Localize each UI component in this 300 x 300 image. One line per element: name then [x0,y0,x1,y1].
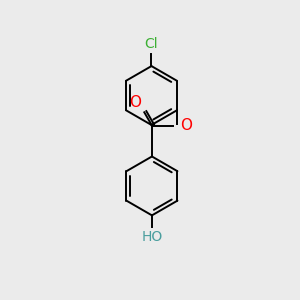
Text: O: O [181,118,193,133]
Text: O: O [129,95,141,110]
Text: HO: HO [141,230,163,244]
Text: Cl: Cl [145,38,158,51]
